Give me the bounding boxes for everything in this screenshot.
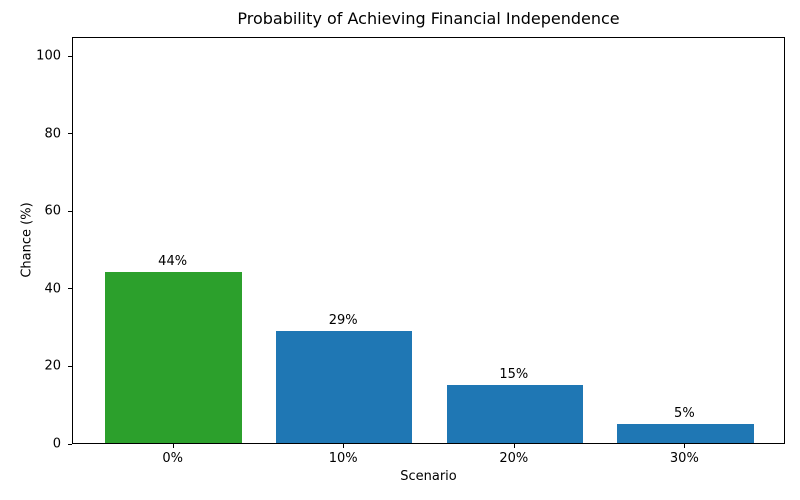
x-tick-mark bbox=[513, 444, 515, 448]
x-axis-label: Scenario bbox=[400, 469, 457, 484]
bar bbox=[105, 272, 242, 443]
chart-title: Probability of Achieving Financial Indep… bbox=[237, 9, 620, 28]
y-tick-mark bbox=[68, 365, 72, 367]
plot-area bbox=[72, 37, 785, 444]
y-tick-label: 100 bbox=[36, 48, 61, 64]
x-tick-mark bbox=[172, 444, 174, 448]
y-tick-mark bbox=[68, 443, 72, 445]
bar bbox=[617, 423, 754, 443]
bar-value-label: 29% bbox=[328, 312, 358, 328]
x-tick-label: 20% bbox=[499, 451, 529, 466]
y-tick-mark bbox=[68, 210, 72, 212]
bar bbox=[275, 330, 413, 443]
x-tick-label: 30% bbox=[669, 451, 699, 466]
bar bbox=[446, 384, 583, 443]
y-tick-mark bbox=[68, 55, 72, 57]
y-tick-label: 40 bbox=[44, 281, 61, 297]
bar-value-label: 15% bbox=[499, 366, 529, 382]
x-tick-mark bbox=[343, 444, 345, 448]
bar-value-label: 44% bbox=[158, 254, 188, 270]
x-tick-mark bbox=[684, 444, 686, 448]
y-tick-label: 80 bbox=[44, 126, 61, 142]
x-tick-label: 0% bbox=[162, 451, 183, 466]
y-tick-label: 20 bbox=[44, 358, 61, 374]
y-tick-label: 0 bbox=[52, 436, 61, 452]
bar-value-label: 5% bbox=[674, 405, 695, 421]
y-tick-mark bbox=[68, 133, 72, 135]
x-tick-label: 10% bbox=[328, 451, 358, 466]
y-tick-label: 60 bbox=[44, 203, 61, 219]
y-tick-mark bbox=[68, 288, 72, 290]
